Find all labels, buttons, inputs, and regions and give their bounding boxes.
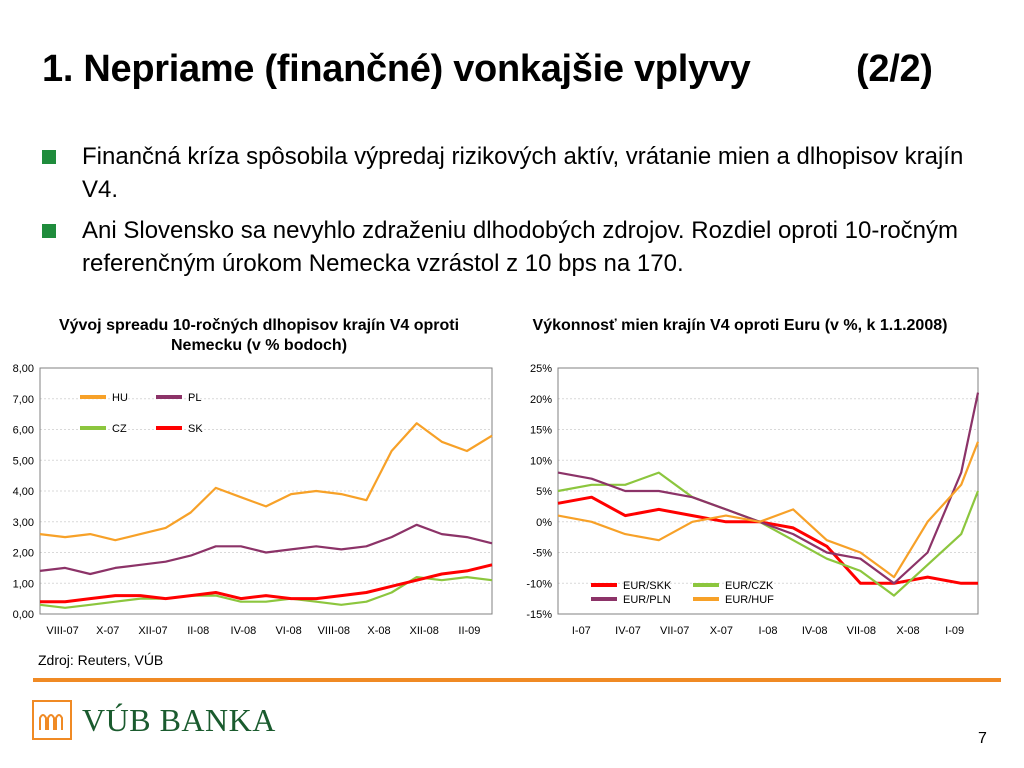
vub-logo-icon (32, 700, 72, 740)
x-tick-label: I-09 (945, 625, 964, 637)
y-tick-label: 15% (530, 425, 552, 437)
y-tick-label: -15% (526, 609, 552, 621)
y-tick-label: 1,00 (13, 578, 34, 590)
x-tick-label: I-08 (759, 625, 778, 637)
x-tick-label: VI-08 (275, 625, 301, 637)
series-line (40, 563, 493, 604)
y-tick-label: 25% (530, 363, 552, 375)
x-tick-label: XII-08 (410, 625, 439, 637)
x-tick-label: VIII-08 (318, 625, 350, 637)
legend-label: EUR/SKK (623, 580, 672, 592)
bullet-item: Finančná kríza spôsobila výpredaj riziko… (42, 140, 1002, 206)
series-line (557, 495, 978, 585)
legend-label: HU (112, 392, 128, 404)
y-tick-label: 8,00 (13, 363, 34, 375)
bullet-item: Ani Slovensko sa nevyhlo zdraženiu dlhod… (42, 214, 1002, 280)
vub-logo: VÚB BANKA (32, 700, 276, 740)
slide-title-text: 1. Nepriame (finančné) vonkajšie vplyvy (42, 48, 751, 90)
y-tick-label: 0,00 (13, 609, 34, 621)
y-tick-label: 3,00 (13, 517, 34, 529)
slide-title: 1. Nepriame (finančné) vonkajšie vplyvy … (42, 48, 933, 91)
y-tick-label: 5% (536, 486, 552, 498)
x-tick-label: VII-07 (660, 625, 689, 637)
x-tick-label: VII-08 (847, 625, 876, 637)
legend-label: EUR/PLN (623, 594, 671, 606)
divider-rule (33, 678, 1001, 682)
x-tick-label: X-08 (367, 625, 390, 637)
spread-chart: 0,00 1,00 2,00 3,00 4,00 5,00 6,00 7,00 8,00 VIII… (13, 363, 493, 637)
y-tick-label: 6,00 (13, 425, 34, 437)
y-tick-label: 10% (530, 455, 552, 467)
legend-label: CZ (112, 423, 127, 435)
legend-label: EUR/CZK (725, 580, 774, 592)
series-line (557, 441, 980, 579)
x-tick-label: XII-07 (138, 625, 167, 637)
series-line (39, 422, 493, 542)
currency-chart: -15% -10% -5% 0% 5% 10% 15% 20% 25% I-07 IV-07 VII-… (526, 363, 980, 637)
legend-label: SK (188, 423, 203, 435)
x-tick-label: II-08 (187, 625, 209, 637)
bullet-text: Ani Slovensko sa nevyhlo zdraženiu dlhod… (82, 217, 959, 277)
source-note: Zdroj: Reuters, VÚB (38, 652, 164, 668)
bullet-square-icon (42, 224, 56, 238)
plot-frame (39, 367, 493, 615)
x-tick-label: IV-07 (615, 625, 641, 637)
series-line (39, 576, 493, 609)
x-tick-label: II-09 (458, 625, 480, 637)
x-tick-label: X-07 (96, 625, 119, 637)
y-tick-label: 4,00 (13, 486, 34, 498)
bullet-text: Finančná kríza spôsobila výpredaj riziko… (82, 143, 964, 203)
legend-label: EUR/HUF (725, 594, 774, 606)
x-tick-label: IV-08 (231, 625, 257, 637)
chart-title-currency: Výkonnosť mien krajín V4 oproti Euru (v … (532, 317, 948, 334)
bullet-square-icon (42, 150, 56, 164)
slide-title-part: (2/2) (856, 48, 933, 90)
y-tick-label: 20% (530, 394, 552, 406)
y-tick-label: 5,00 (13, 455, 34, 467)
page-number: 7 (978, 730, 987, 747)
series-line (557, 392, 980, 585)
y-tick-label: 7,00 (13, 394, 34, 406)
series-line (557, 471, 980, 597)
y-tick-label: -5% (532, 548, 552, 560)
x-tick-label: IV-08 (802, 625, 828, 637)
y-tick-label: 0% (536, 517, 552, 529)
bullet-list: Finančná kríza spôsobila výpredaj riziko… (42, 140, 1002, 288)
series-line (39, 523, 493, 576)
logo-text: VÚB BANKA (82, 701, 276, 738)
x-tick-label: VIII-07 (46, 625, 78, 637)
y-tick-label: 2,00 (13, 548, 34, 560)
legend-label: PL (188, 392, 201, 404)
y-tick-label: -10% (526, 578, 552, 590)
x-tick-label: I-07 (572, 625, 591, 637)
x-tick-label: X-08 (896, 625, 919, 637)
chart-title-spread: Vývoj spreadu 10-ročných dlhopisov krají… (58, 317, 460, 354)
x-tick-label: X-07 (710, 625, 733, 637)
